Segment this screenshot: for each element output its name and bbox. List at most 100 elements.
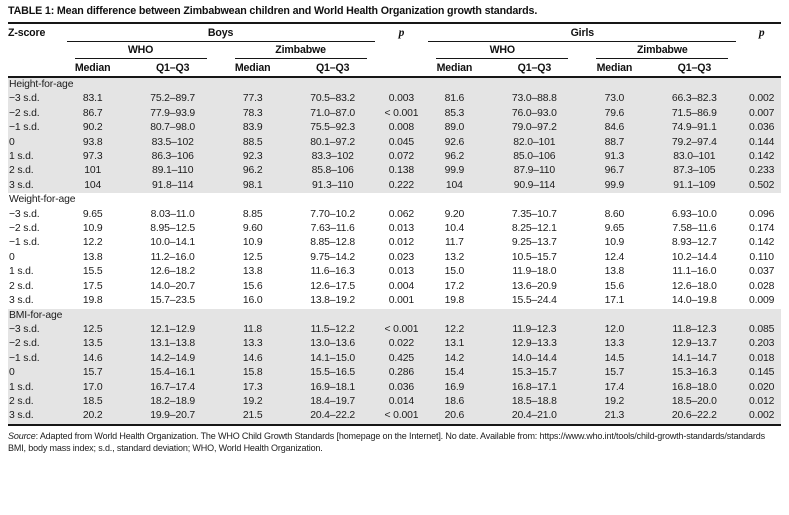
value-cell: 15.7 bbox=[82, 367, 103, 379]
value-cell: 93.8 bbox=[82, 136, 103, 148]
paper-table-figure: TABLE 1: Mean difference between Zimbabw… bbox=[8, 5, 781, 453]
value-cell: 13.8 bbox=[242, 266, 263, 278]
p-value-cell: 0.233 bbox=[749, 165, 775, 177]
girls-group-header: Girls bbox=[422, 24, 742, 43]
value-cell: 8.95–12.5 bbox=[150, 223, 196, 235]
value-cell: 12.0 bbox=[604, 323, 625, 335]
p-value-cell: 0.037 bbox=[749, 266, 775, 278]
value-cell: 20.6 bbox=[444, 410, 465, 422]
value-cell: 9.75–14.2 bbox=[310, 251, 356, 263]
value-cell: 10.0–14.1 bbox=[150, 237, 196, 249]
value-cell: 7.70–10.2 bbox=[310, 208, 356, 220]
abbreviations-note: BMI, body mass index; s.d., standard dev… bbox=[8, 442, 323, 453]
value-cell: 15.3–16.3 bbox=[671, 367, 717, 379]
value-cell: 19.2 bbox=[242, 395, 263, 407]
data-row: −3 s.d. 12.5 12.1–12.9 11.8 11.5–12.2 < 0.001… bbox=[8, 322, 781, 338]
value-cell: 83.9 bbox=[242, 122, 263, 134]
value-cell: 14.0–19.8 bbox=[671, 295, 717, 307]
value-cell: 12.1–12.9 bbox=[150, 323, 196, 335]
value-cell: 10.4 bbox=[444, 223, 465, 235]
value-cell: 92.6 bbox=[444, 136, 465, 148]
value-cell: 14.5 bbox=[604, 352, 625, 364]
value-cell: 10.2–14.4 bbox=[671, 251, 717, 263]
value-cell: 86.3–106 bbox=[151, 151, 194, 163]
data-row: −1 s.d. 12.2 10.0–14.1 10.9 8.85–12.8 0.012 11… bbox=[8, 236, 781, 250]
value-cell: 11.5–12.2 bbox=[310, 323, 355, 335]
value-cell: 20.2 bbox=[82, 410, 103, 422]
value-cell: 15.5–24.4 bbox=[511, 295, 557, 307]
data-row: −2 s.d. 86.7 77.9–93.9 78.3 71.0–87.0 < 0.001… bbox=[8, 106, 781, 122]
value-cell: 12.6–18.2 bbox=[150, 266, 196, 278]
value-cell: 16.8–17.1 bbox=[511, 381, 557, 393]
value-cell: 8.03–11.0 bbox=[150, 208, 195, 220]
zscore-row-label: 2 s.d. bbox=[9, 165, 34, 177]
source-text: : Adapted from World Health Organization… bbox=[35, 430, 540, 441]
value-cell: 15.3–15.7 bbox=[511, 367, 557, 379]
value-cell: 91.1–109 bbox=[673, 179, 716, 191]
p-value-cell: 0.008 bbox=[388, 122, 415, 134]
value-cell: 99.9 bbox=[444, 165, 465, 177]
boys-who-subheader: WHO bbox=[61, 43, 221, 60]
value-cell: 96.7 bbox=[604, 165, 625, 177]
value-cell: 7.35–10.7 bbox=[511, 208, 557, 220]
value-cell: 104 bbox=[445, 179, 463, 191]
p-value-cell: 0.085 bbox=[749, 323, 775, 335]
data-row: −3 s.d. 9.65 8.03–11.0 8.85 7.70–10.2 0.062 9.… bbox=[8, 208, 781, 222]
value-cell: 18.5–18.8 bbox=[511, 395, 557, 407]
value-cell: 9.60 bbox=[242, 223, 263, 235]
source-note: Source: Adapted from World Health Organi… bbox=[8, 431, 781, 442]
p-value-cell: 0.013 bbox=[388, 223, 415, 235]
median-column-header: Median bbox=[596, 62, 633, 74]
p-value-cell: 0.014 bbox=[388, 395, 415, 407]
value-cell: 88.5 bbox=[242, 136, 263, 148]
zscore-row-label: −3 s.d. bbox=[9, 93, 40, 105]
value-cell: 13.8–19.2 bbox=[310, 295, 356, 307]
growth-standards-table: Z-score Boys p Girls p WHO Zimbabwe WHO bbox=[8, 24, 781, 426]
value-cell: 9.65 bbox=[604, 223, 625, 235]
value-cell: 74.9–91.1 bbox=[671, 122, 717, 134]
value-cell: 82.0–101 bbox=[513, 136, 556, 148]
value-cell: 20.6–22.2 bbox=[671, 410, 717, 422]
value-cell: 19.2 bbox=[604, 395, 625, 407]
p-value-cell: 0.004 bbox=[388, 280, 415, 292]
p-value-cell: 0.020 bbox=[749, 381, 775, 393]
p-value-cell: 0.018 bbox=[749, 352, 775, 364]
value-cell: 98.1 bbox=[242, 179, 263, 191]
value-cell: 85.0–106 bbox=[513, 151, 556, 163]
section-header-row: Height-for-age bbox=[8, 77, 781, 93]
value-cell: 84.6 bbox=[604, 122, 625, 134]
p-value-cell: 0.096 bbox=[749, 208, 775, 220]
value-cell: 8.85 bbox=[242, 208, 263, 220]
median-column-header: Median bbox=[234, 62, 271, 74]
value-cell: 19.8 bbox=[444, 295, 465, 307]
section-label: Weight-for-age bbox=[9, 194, 76, 206]
q1q3-column-header: Q1–Q3 bbox=[155, 62, 190, 74]
p-value-cell: 0.023 bbox=[388, 251, 415, 263]
section-header-row: BMI-for-age bbox=[8, 308, 781, 323]
value-cell: 13.0–13.6 bbox=[310, 338, 356, 350]
value-cell: 9.20 bbox=[444, 208, 465, 220]
value-cell: 13.1–13.8 bbox=[150, 338, 196, 350]
value-cell: 17.2 bbox=[444, 280, 465, 292]
value-cell: 17.4 bbox=[604, 381, 625, 393]
p-value-cell: 0.045 bbox=[388, 136, 415, 148]
data-row: 1 s.d. 97.3 86.3–106 92.3 83.3–102 0.072 96.2 8… bbox=[8, 150, 781, 165]
p-value-cell: 0.036 bbox=[388, 381, 415, 393]
data-row: −1 s.d. 90.2 80.7–98.0 83.9 75.5–92.3 0.008 89… bbox=[8, 121, 781, 136]
value-cell: 91.3 bbox=[604, 151, 625, 163]
p-value-cell: 0.012 bbox=[388, 237, 415, 249]
value-cell: 7.63–11.6 bbox=[310, 223, 355, 235]
value-cell: 12.2 bbox=[444, 323, 465, 335]
p-value-cell: 0.072 bbox=[388, 151, 415, 163]
value-cell: 8.85–12.8 bbox=[310, 237, 356, 249]
value-cell: 15.7–23.5 bbox=[150, 295, 196, 307]
value-cell: 20.4–22.2 bbox=[310, 410, 356, 422]
value-cell: 13.5 bbox=[82, 338, 103, 350]
value-cell: 9.25–13.7 bbox=[511, 237, 557, 249]
value-cell: 19.8 bbox=[82, 295, 103, 307]
value-cell: 11.8–12.3 bbox=[672, 323, 717, 335]
data-row: −1 s.d. 14.6 14.2–14.9 14.6 14.1–15.0 0.425 14… bbox=[8, 351, 781, 367]
value-cell: 15.6 bbox=[604, 280, 625, 292]
value-cell: 91.8–114 bbox=[151, 179, 194, 191]
p-value-cell: 0.425 bbox=[388, 352, 415, 364]
